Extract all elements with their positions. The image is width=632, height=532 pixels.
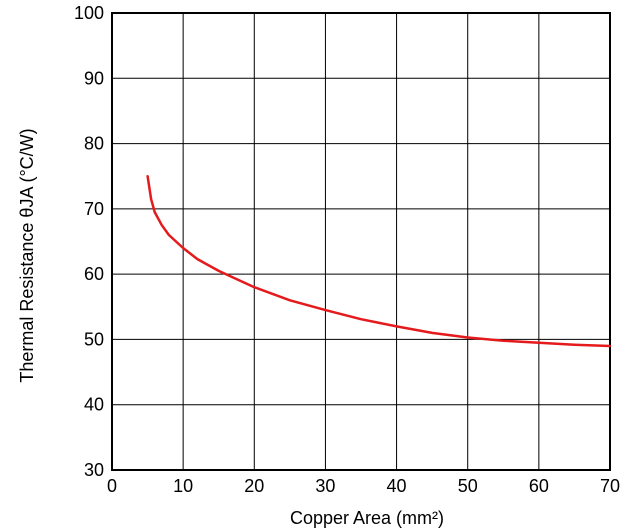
x-tick-label: 50 [458,476,478,496]
x-tick-label: 0 [107,476,117,496]
y-tick-label: 70 [84,199,104,219]
series-layer [146,174,612,348]
series-line-0 [146,174,612,348]
y-tick-label: 40 [84,395,104,415]
x-tick-label: 60 [529,476,549,496]
x-tick-label: 30 [315,476,335,496]
x-tick-label: 70 [600,476,620,496]
x-tick-label: 40 [387,476,407,496]
x-tick-label: 10 [173,476,193,496]
y-tick-label: 90 [84,68,104,88]
plot-frame [111,12,611,471]
y-tick-label: 60 [84,264,104,284]
x-axis-title: Copper Area (mm²) [290,508,444,528]
y-tick-labels: 30 40 50 60 70 80 90 100 [74,3,104,480]
y-axis-title: Thermal Resistance θJA (°C/W) [17,128,37,382]
y-tick-label: 50 [84,329,104,349]
y-tick-label: 80 [84,134,104,154]
grid [111,12,611,471]
y-tick-label: 30 [84,460,104,480]
y-tick-label: 100 [74,3,104,23]
x-tick-label: 20 [244,476,264,496]
x-tick-labels: 0 10 20 30 40 50 60 70 [107,476,620,496]
